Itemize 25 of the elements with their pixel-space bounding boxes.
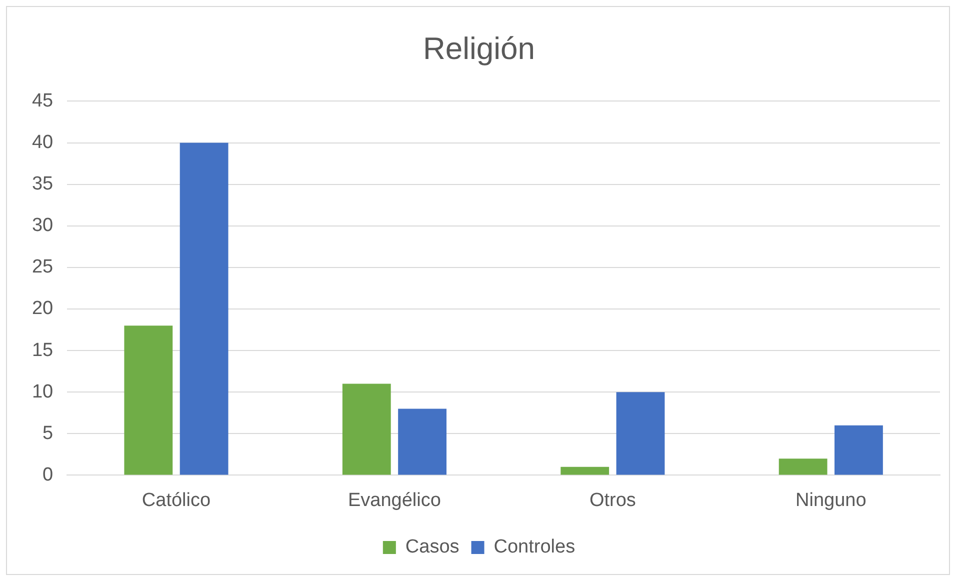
bar: [560, 466, 610, 475]
bar: [124, 326, 173, 475]
legend-label: Controles: [494, 536, 576, 558]
x-tick-label: Ninguno: [796, 490, 866, 511]
x-tick-label: Católico: [142, 490, 211, 511]
bar: [616, 392, 665, 475]
bar: [398, 408, 446, 475]
bar: [834, 425, 883, 475]
y-tick-label: 5: [42, 422, 54, 444]
y-tick-label: 45: [32, 90, 54, 112]
y-tick-label: 10: [32, 381, 54, 402]
x-tick-label: Evangélico: [348, 490, 441, 511]
y-tick-label: 35: [32, 174, 54, 195]
y-tick-label: 40: [32, 132, 54, 153]
legend-label: Casos: [405, 536, 460, 558]
bar: [778, 458, 828, 475]
y-tick-label: 15: [32, 340, 54, 361]
y-tick-label: 20: [32, 298, 54, 320]
chart-title: Religión: [422, 31, 536, 66]
bar: [180, 142, 228, 475]
y-tick-label: 30: [32, 215, 54, 236]
bar: [342, 384, 391, 475]
y-tick-label: 0: [42, 464, 54, 486]
y-tick-label: 25: [32, 256, 54, 278]
x-tick-label: Otros: [589, 490, 636, 511]
